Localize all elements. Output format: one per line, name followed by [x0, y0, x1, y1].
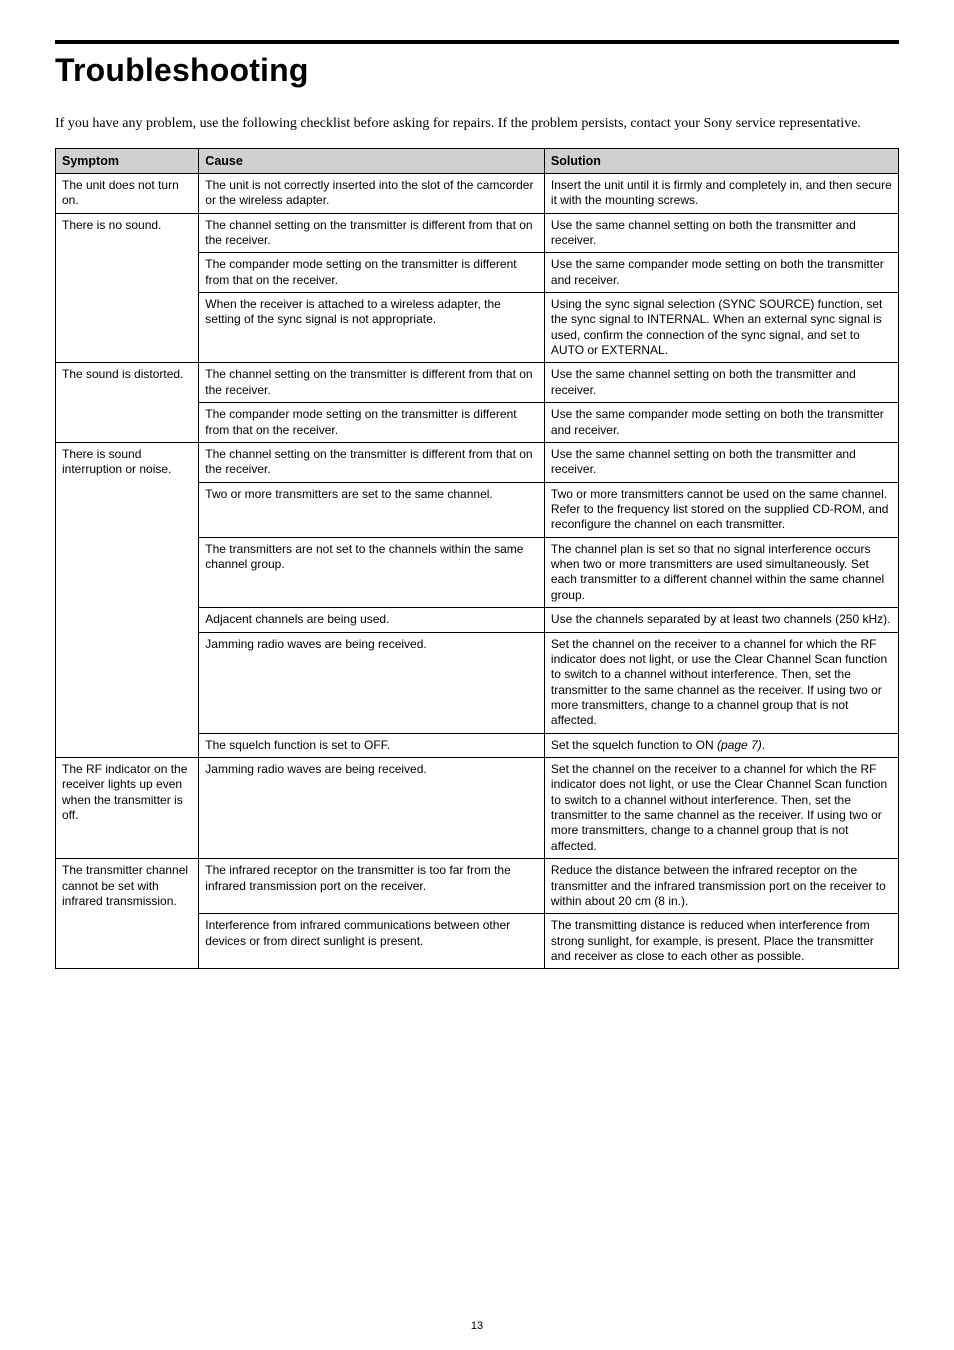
symptom-cell: The RF indicator on the receiver lights … — [56, 758, 199, 859]
cause-cell: Jamming radio waves are being received. — [199, 632, 545, 733]
cause-cell: Adjacent channels are being used. — [199, 608, 545, 632]
solution-cell: The channel plan is set so that no signa… — [544, 537, 898, 607]
cause-cell: The transmitters are not set to the chan… — [199, 537, 545, 607]
cause-cell: The channel setting on the transmitter i… — [199, 442, 545, 482]
solution-cell: Set the channel on the receiver to a cha… — [544, 758, 898, 859]
solution-cell: Two or more transmitters cannot be used … — [544, 482, 898, 537]
table-row: There is sound interruption or noise.The… — [56, 442, 899, 482]
cause-cell: Interference from infrared communication… — [199, 914, 545, 969]
cause-cell: The unit is not correctly inserted into … — [199, 173, 545, 213]
symptom-cell: The sound is distorted. — [56, 363, 199, 442]
solution-cell: Using the sync signal selection (SYNC SO… — [544, 293, 898, 363]
table-row: The sound is distorted.The channel setti… — [56, 363, 899, 403]
table-row: The RF indicator on the receiver lights … — [56, 758, 899, 859]
solution-cell: Reduce the distance between the infrared… — [544, 859, 898, 914]
solution-cell: Use the same channel setting on both the… — [544, 363, 898, 403]
page-reference: (page 7) — [717, 738, 762, 752]
troubleshooting-table: Symptom Cause Solution The unit does not… — [55, 148, 899, 969]
header-solution: Solution — [544, 148, 898, 173]
cause-cell: The channel setting on the transmitter i… — [199, 213, 545, 253]
solution-cell: Insert the unit until it is firmly and c… — [544, 173, 898, 213]
solution-cell: Use the same channel setting on both the… — [544, 442, 898, 482]
symptom-cell: The transmitter channel cannot be set wi… — [56, 859, 199, 969]
symptom-cell: The unit does not turn on. — [56, 173, 199, 213]
cause-cell: The compander mode setting on the transm… — [199, 253, 545, 293]
cause-cell: Two or more transmitters are set to the … — [199, 482, 545, 537]
cause-cell: The channel setting on the transmitter i… — [199, 363, 545, 403]
symptom-cell: There is sound interruption or noise. — [56, 442, 199, 757]
solution-cell: Use the same compander mode setting on b… — [544, 403, 898, 443]
table-row: The unit does not turn on.The unit is no… — [56, 173, 899, 213]
solution-cell: The transmitting distance is reduced whe… — [544, 914, 898, 969]
cause-cell: The squelch function is set to OFF. — [199, 733, 545, 757]
table-row: The transmitter channel cannot be set wi… — [56, 859, 899, 914]
top-rule — [55, 40, 899, 44]
solution-cell: Use the channels separated by at least t… — [544, 608, 898, 632]
cause-cell: Jamming radio waves are being received. — [199, 758, 545, 859]
solution-cell: Set the channel on the receiver to a cha… — [544, 632, 898, 733]
header-symptom: Symptom — [56, 148, 199, 173]
intro-paragraph: If you have any problem, use the followi… — [55, 115, 899, 134]
solution-cell: Use the same channel setting on both the… — [544, 213, 898, 253]
page-title: Troubleshooting — [55, 52, 899, 89]
cause-cell: When the receiver is attached to a wirel… — [199, 293, 545, 363]
solution-cell: Use the same compander mode setting on b… — [544, 253, 898, 293]
page-number: 13 — [0, 1320, 954, 1332]
cause-cell: The infrared receptor on the transmitter… — [199, 859, 545, 914]
solution-cell: Set the squelch function to ON (page 7). — [544, 733, 898, 757]
symptom-cell: There is no sound. — [56, 213, 199, 363]
cause-cell: The compander mode setting on the transm… — [199, 403, 545, 443]
header-cause: Cause — [199, 148, 545, 173]
table-row: There is no sound.The channel setting on… — [56, 213, 899, 253]
